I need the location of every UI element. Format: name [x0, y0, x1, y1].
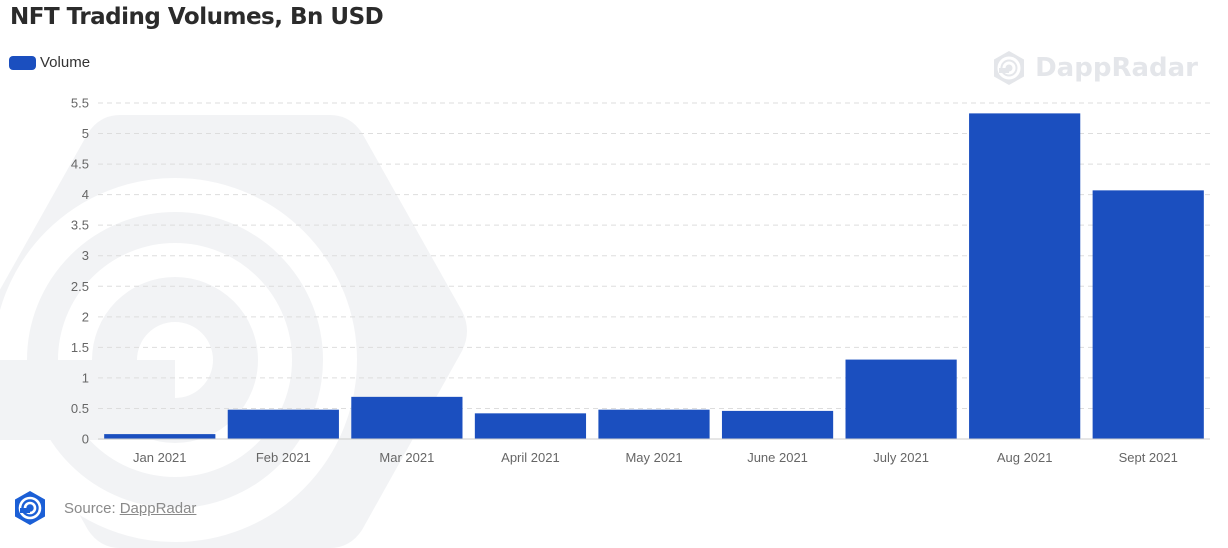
x-tick-label: July 2021 — [873, 450, 929, 465]
x-tick-label: Aug 2021 — [997, 450, 1053, 465]
dappradar-icon — [15, 491, 45, 525]
source-link[interactable]: DappRadar — [119, 499, 197, 517]
source-prefix: Source: — [64, 499, 116, 517]
y-tick-label: 3 — [82, 248, 89, 263]
y-tick-label: 2 — [82, 309, 89, 324]
bar[interactable] — [351, 396, 463, 439]
bar[interactable] — [721, 410, 834, 439]
bar[interactable] — [474, 413, 587, 439]
chart-title: NFT Trading Volumes, Bn USD — [10, 4, 384, 30]
y-tick-label: 5 — [82, 126, 89, 141]
y-tick-label: 1.5 — [71, 340, 89, 355]
x-tick-label: Sept 2021 — [1119, 450, 1178, 465]
bar[interactable] — [227, 409, 339, 439]
x-tick-label: April 2021 — [501, 450, 560, 465]
dappradar-icon — [994, 51, 1025, 85]
y-tick-label: 0.5 — [71, 401, 89, 416]
x-tick-label: May 2021 — [625, 450, 682, 465]
bar[interactable] — [845, 359, 957, 439]
x-tick-label: June 2021 — [747, 450, 808, 465]
x-tick-label: Feb 2021 — [256, 450, 311, 465]
bar[interactable] — [598, 409, 710, 439]
x-tick-label: Jan 2021 — [133, 450, 187, 465]
bars — [104, 113, 1204, 440]
bar[interactable] — [1092, 190, 1204, 439]
x-tick-label: Mar 2021 — [379, 450, 434, 465]
y-tick-label: 3.5 — [71, 218, 89, 233]
legend[interactable]: Volume — [9, 54, 90, 71]
y-axis-ticks: 0 0.5 1 1.5 2 2.5 3 3.5 4 4.5 5 5.5 — [71, 96, 89, 447]
y-tick-label: 4.5 — [71, 157, 89, 172]
legend-swatch — [9, 55, 36, 70]
legend-label: Volume — [40, 54, 91, 71]
dappradar-watermark: DappRadar — [991, 50, 1198, 86]
y-tick-label: 2.5 — [71, 279, 89, 294]
bar[interactable] — [969, 113, 1081, 440]
y-tick-label: 1 — [82, 370, 89, 385]
x-axis-ticks: Jan 2021 Feb 2021 Mar 2021 April 2021 May 20… — [133, 450, 1178, 465]
y-tick-label: 0 — [82, 432, 89, 447]
y-tick-label: 5.5 — [71, 96, 89, 111]
y-tick-label: 4 — [82, 187, 89, 202]
bar[interactable] — [104, 434, 216, 439]
source-attribution: Source: DappRadar — [12, 490, 196, 526]
watermark-text: DappRadar — [1035, 53, 1198, 83]
